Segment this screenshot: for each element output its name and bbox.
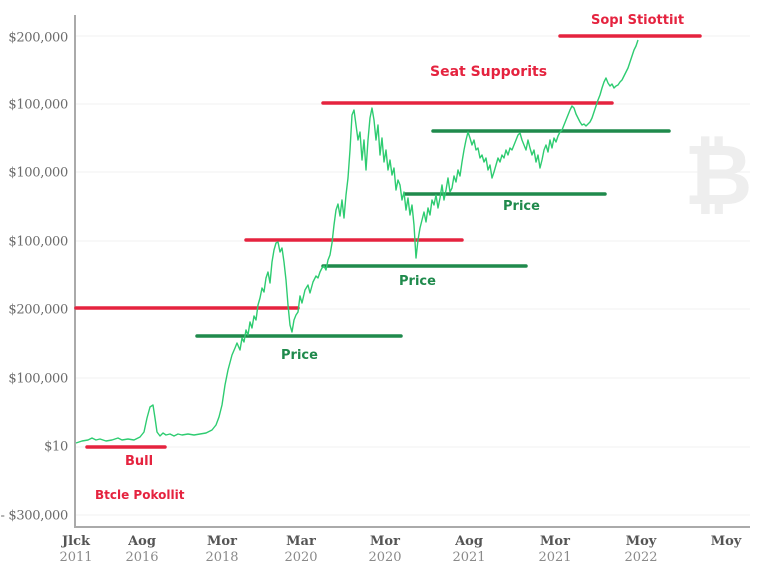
price-label-middle: Price [399,274,436,289]
x-tick-label: Mor 2018 [205,534,239,565]
y-tick-label: - $300,000 [0,508,68,524]
x-tick-label: Moy 2022 [624,534,658,565]
resistance-lines [74,34,702,449]
y-tick-label: $100,000 [8,371,68,387]
y-tick-label: $100,000 [8,234,68,250]
x-tick-label: Mar 2020 [284,534,318,565]
price-line [75,39,639,444]
bitcoin-watermark-icon: ₿ [684,126,753,224]
seat-supports-label: Seat Supporits [430,64,548,80]
bottom-label: Btcle Pokollit [95,488,185,502]
y-tick-label: $10 [44,439,68,455]
support-lines [195,129,671,338]
bull-label: Bull [125,454,154,469]
y-tick-label: $200,000 [8,30,68,46]
y-tick-label: $100,000 [8,165,68,181]
x-tick-label: Aog 2016 [125,534,159,565]
price-label-upper: Price [503,199,540,214]
x-tick-label: Jlck 2011 [59,534,93,565]
x-tick-label: Mor 2021 [538,534,572,565]
y-tick-label: $100,000 [8,97,68,113]
y-tick-label: $200,000 [8,302,68,318]
x-tick-label: Aog 2021 [452,534,486,565]
top-resistance-label: Sopı Stiottiıt [591,13,685,28]
x-tick-label: Mor 2020 [368,534,402,565]
x-tick-label: Moy [710,534,742,549]
price-label-lower: Price [281,348,318,363]
